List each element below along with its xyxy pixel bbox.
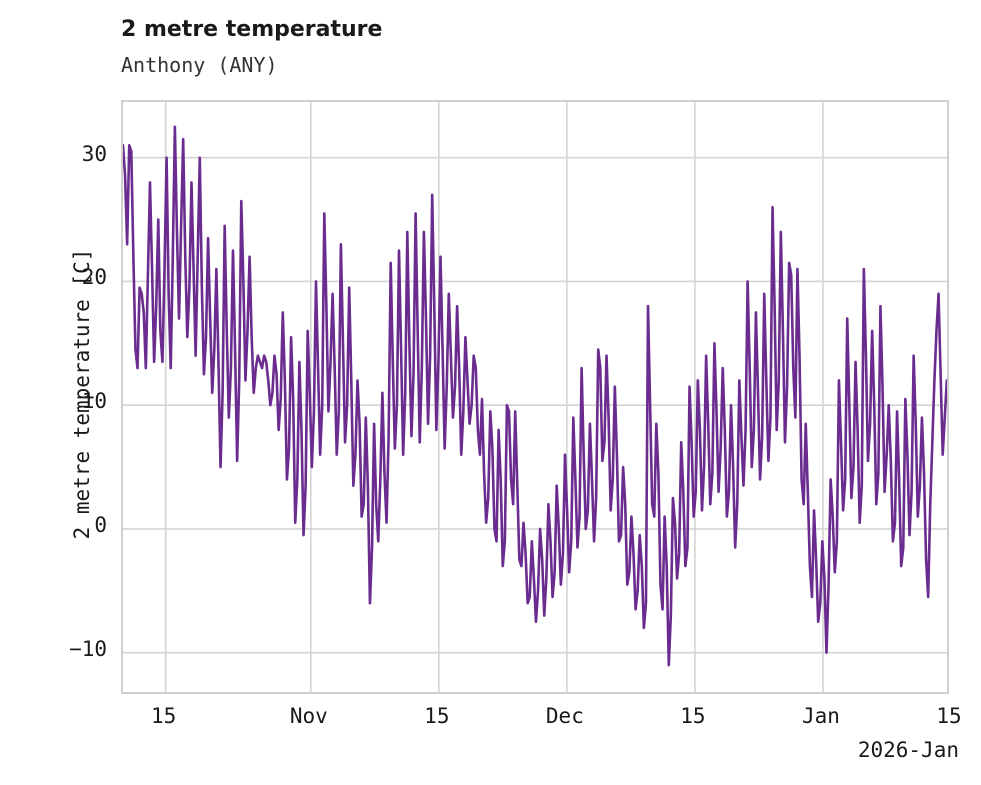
x-tick-label: 15 [680, 704, 706, 728]
y-tick-text: 0 [94, 512, 107, 537]
x-tick-label: Nov [289, 704, 328, 728]
x-axis-ticks: 15 Nov 15 Dec 15 Jan 15 [121, 704, 962, 738]
page-title: 2 metre temperature [121, 17, 383, 42]
page-subtitle: Anthony (ANY) [121, 53, 278, 77]
x-tick-label: 15 [936, 704, 962, 728]
x-tick-label: 15 [424, 704, 450, 728]
y-tick-text: −10 [69, 636, 107, 661]
x-tick-label: Dec [545, 704, 584, 728]
plot-area [121, 100, 949, 694]
y-axis-ticks: 30 20 10 0 −10 [0, 100, 107, 694]
x-tick-label: Jan [801, 704, 840, 728]
y-tick-text: 30 [81, 141, 107, 166]
series-line-path [123, 125, 947, 667]
y-tick-text: 20 [81, 265, 107, 290]
x-tick-label: 15 [151, 704, 177, 728]
x-axis-caption: 2026-Jan [857, 738, 959, 762]
y-tick-text: 10 [81, 389, 107, 414]
temperature-series [123, 102, 947, 692]
